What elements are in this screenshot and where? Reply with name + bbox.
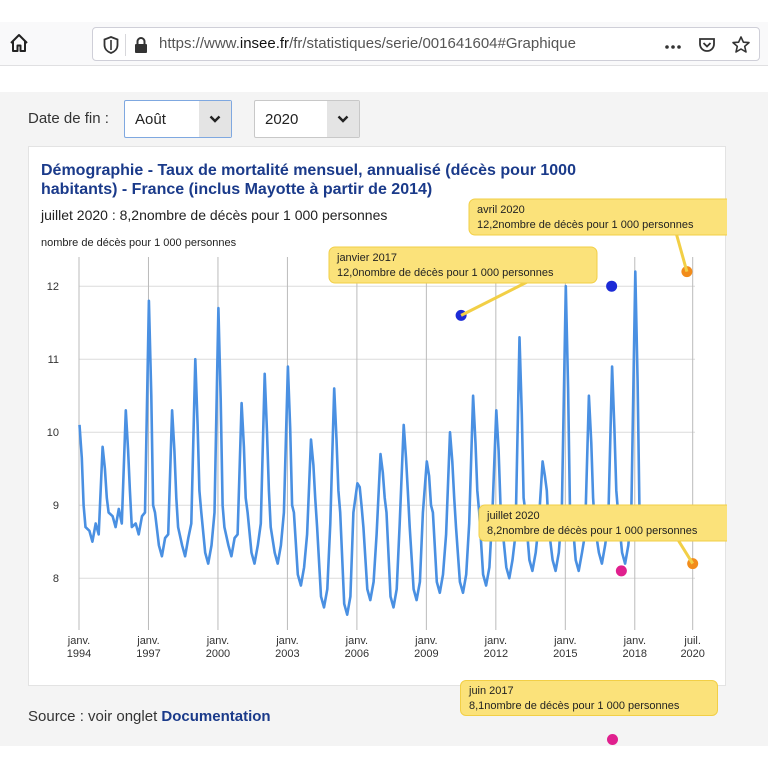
data-point-marker [615, 565, 627, 577]
tooltip-box [478, 504, 727, 542]
x-tick-year: 1994 [67, 648, 91, 660]
month-select-value: Août [135, 111, 166, 128]
pocket-icon[interactable] [697, 35, 717, 55]
tooltip-jun2017: juin 2017 8,1nombre de décès pour 1 000 … [460, 680, 718, 716]
end-date-label: Date de fin : [28, 110, 109, 127]
chevron-down-icon[interactable] [199, 101, 231, 137]
data-point-marker [606, 280, 618, 292]
x-tick-month: janv. [206, 635, 229, 647]
x-tick-year: 2003 [275, 648, 299, 660]
tooltip-text: 12,0nombre de décès pour 1 000 personnes [337, 267, 554, 279]
x-tick-year: 2006 [345, 648, 369, 660]
x-tick-month: janv. [623, 635, 646, 647]
y-tick-label: 8 [53, 573, 59, 585]
year-select[interactable]: 2020 [254, 100, 360, 138]
tooltip-box [468, 198, 727, 236]
page-content: Date de fin : Août 2020 Démographie - Ta… [0, 92, 768, 746]
x-tick-year: 1997 [136, 648, 160, 660]
window-top-strip [0, 0, 768, 22]
url-separator [125, 34, 126, 56]
chart-title: Démographie - Taux de mortalité mensuel,… [41, 162, 576, 198]
tooltip-text: 8,1nombre de décès pour 1 000 personnes [469, 700, 680, 712]
x-tick-month: janv. [136, 635, 159, 647]
browser-toolbar: https://www.insee.fr/fr/statistiques/ser… [0, 22, 768, 66]
data-point-marker [681, 266, 693, 278]
tooltip-box [328, 246, 598, 284]
url-bar[interactable]: https://www.insee.fr/fr/statistiques/ser… [92, 27, 760, 61]
y-tick-label: 9 [53, 500, 59, 512]
home-icon[interactable] [8, 32, 32, 56]
data-point-marker [607, 734, 618, 745]
x-tick-year: 2020 [680, 648, 704, 660]
star-icon[interactable] [731, 35, 751, 55]
y-axis-label: nombre de décès pour 1 000 personnes [41, 237, 237, 249]
x-tick-month: janv. [414, 635, 437, 647]
tooltip-title: juin 2017 [469, 685, 514, 697]
year-select-value: 2020 [265, 111, 299, 128]
y-tick-label: 11 [48, 354, 59, 366]
shield-icon[interactable] [103, 36, 119, 54]
y-tick-label: 12 [47, 281, 59, 293]
line-chart[interactable]: 89101112janv.1994janv.1997janv.2000janv.… [29, 147, 727, 687]
x-tick-month: janv. [345, 635, 368, 647]
documentation-link[interactable]: Documentation [161, 708, 271, 725]
tooltip-title: avril 2020 [477, 204, 525, 216]
lock-icon[interactable] [133, 36, 149, 54]
x-tick-month: janv. [67, 635, 90, 647]
series-line [78, 270, 643, 616]
tooltip-title: janvier 2017 [336, 252, 397, 264]
url-text[interactable]: https://www.insee.fr/fr/statistiques/ser… [159, 35, 576, 52]
month-select[interactable]: Août [124, 100, 232, 138]
chart-panel: Démographie - Taux de mortalité mensuel,… [28, 146, 727, 687]
tooltip-text: 8,2nombre de décès pour 1 000 personnes [487, 525, 698, 537]
more-icon[interactable] [663, 35, 683, 55]
tooltip-title: juillet 2020 [486, 510, 540, 522]
x-tick-year: 2012 [484, 648, 508, 660]
tooltip-pointer [673, 228, 689, 273]
x-tick-month: juil. [683, 635, 701, 647]
x-tick-month: janv. [553, 635, 576, 647]
x-tick-year: 2015 [553, 648, 577, 660]
x-tick-year: 2000 [206, 648, 230, 660]
x-tick-month: janv. [484, 635, 507, 647]
source-note: Source : voir onglet Documentation [28, 708, 271, 725]
chart-subtitle: juillet 2020 : 8,2nombre de décès pour 1… [41, 207, 388, 223]
y-tick-label: 10 [47, 427, 59, 439]
x-tick-year: 2009 [414, 648, 438, 660]
x-tick-year: 2018 [623, 648, 647, 660]
x-tick-month: janv. [275, 635, 298, 647]
tooltip-text: 12,2nombre de décès pour 1 000 personnes [477, 219, 694, 231]
chevron-down-icon[interactable] [327, 101, 359, 137]
